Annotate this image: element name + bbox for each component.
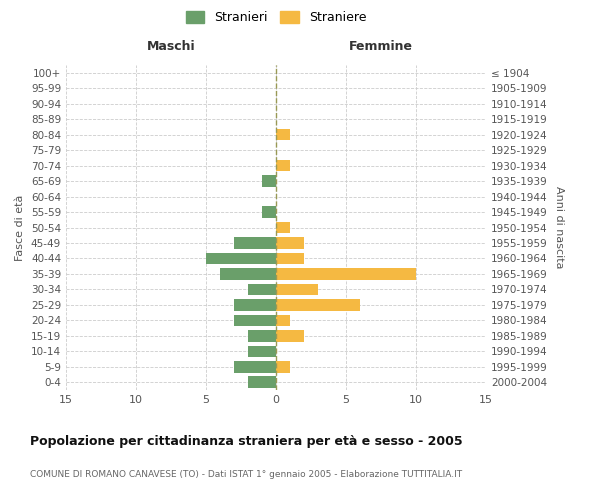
Legend: Stranieri, Straniere: Stranieri, Straniere xyxy=(181,6,371,29)
Bar xyxy=(276,361,290,372)
Bar xyxy=(276,237,304,249)
Y-axis label: Anni di nascita: Anni di nascita xyxy=(554,186,564,269)
Bar xyxy=(248,346,276,357)
Bar xyxy=(248,330,276,342)
Bar xyxy=(234,299,276,310)
Text: COMUNE DI ROMANO CANAVESE (TO) - Dati ISTAT 1° gennaio 2005 - Elaborazione TUTTI: COMUNE DI ROMANO CANAVESE (TO) - Dati IS… xyxy=(30,470,462,479)
Bar xyxy=(262,176,276,187)
Bar xyxy=(248,376,276,388)
Text: Maschi: Maschi xyxy=(146,40,196,52)
Bar xyxy=(276,314,290,326)
Bar xyxy=(276,330,304,342)
Text: Popolazione per cittadinanza straniera per età e sesso - 2005: Popolazione per cittadinanza straniera p… xyxy=(30,435,463,448)
Bar xyxy=(276,129,290,140)
Bar xyxy=(276,160,290,172)
Text: Femmine: Femmine xyxy=(349,40,413,52)
Bar xyxy=(262,206,276,218)
Bar xyxy=(276,252,304,264)
Bar xyxy=(276,222,290,234)
Y-axis label: Fasce di età: Fasce di età xyxy=(16,194,25,260)
Bar xyxy=(248,284,276,295)
Bar xyxy=(276,284,318,295)
Bar xyxy=(276,299,360,310)
Bar xyxy=(234,361,276,372)
Bar xyxy=(276,268,416,280)
Bar xyxy=(234,237,276,249)
Bar xyxy=(206,252,276,264)
Bar xyxy=(234,314,276,326)
Bar xyxy=(220,268,276,280)
